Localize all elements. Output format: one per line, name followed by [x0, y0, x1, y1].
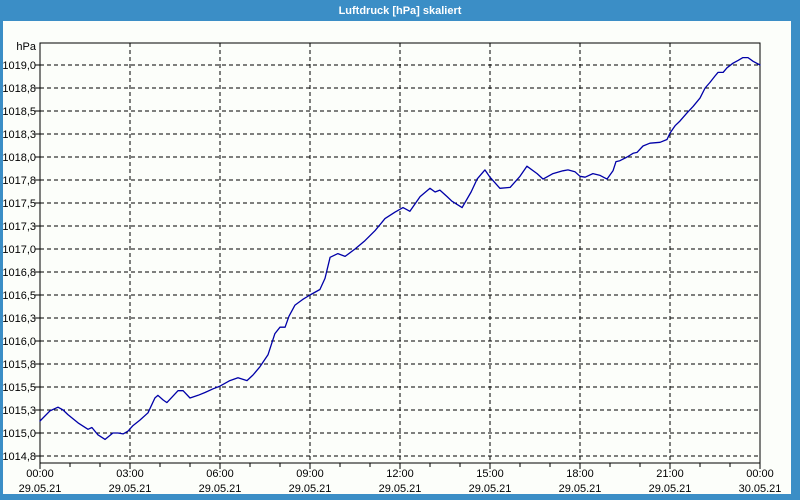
pressure-line — [39, 56, 761, 441]
chart-svg: 1019,0 1018,8 1018,5 1018,3 1018,0 1017,8 1017… — [3, 41, 782, 494]
window-title: Luftdruck [hPa] skaliert — [338, 5, 462, 17]
y-tick-label: 1017,8 — [3, 175, 36, 187]
y-tick-label: 1014,8 — [3, 451, 36, 463]
y-tick-label: 1018,5 — [3, 106, 36, 118]
title-bar: Luftdruck [hPa] skaliert — [0, 0, 800, 21]
y-tick-label: 1016,5 — [3, 290, 36, 302]
x-date-label: 30.05.21 — [739, 483, 782, 494]
y-tick-label: 1015,5 — [3, 382, 36, 394]
y-tick-label: 1015,8 — [3, 359, 36, 371]
y-tick-label: 1017,0 — [3, 244, 36, 256]
x-time-label: 09:00 — [296, 468, 324, 480]
x-time-label: 03:00 — [116, 468, 144, 480]
x-time-label: 06:00 — [206, 468, 234, 480]
y-tick-label: 1015,3 — [3, 405, 36, 417]
x-date-label: 29.05.21 — [199, 483, 242, 494]
y-tick-label: 1017,5 — [3, 198, 36, 210]
chart-canvas: 1019,0 1018,8 1018,5 1018,3 1018,0 1017,8 1017… — [3, 21, 791, 494]
x-time-label: 15:00 — [476, 468, 504, 480]
y-tick-label: 1015,0 — [3, 428, 36, 440]
x-date-label: 29.05.21 — [289, 483, 332, 494]
x-time-label: 21:00 — [656, 468, 684, 480]
x-date-label: 29.05.21 — [469, 483, 512, 494]
x-date-label: 29.05.21 — [109, 483, 152, 494]
x-date-label: 29.05.21 — [379, 483, 422, 494]
y-tick-label: 1018,8 — [3, 83, 36, 95]
y-tick-label: 1018,0 — [3, 152, 36, 164]
x-time-label: 18:00 — [566, 468, 594, 480]
y-tick-label: 1017,3 — [3, 221, 36, 233]
y-tick-label: 1018,3 — [3, 129, 36, 141]
x-time-label: 12:00 — [386, 468, 414, 480]
x-time-label: 00:00 — [746, 468, 774, 480]
x-date-label: 29.05.21 — [559, 483, 602, 494]
y-tick-label: 1019,0 — [3, 60, 36, 72]
y-tick-label: 1016,3 — [3, 313, 36, 325]
x-date-label: 29.05.21 — [19, 483, 62, 494]
y-axis-unit-label: hPa — [16, 41, 36, 53]
x-time-label: 00:00 — [26, 468, 54, 480]
y-tick-label: 1016,0 — [3, 336, 36, 348]
x-date-label: 29.05.21 — [649, 483, 692, 494]
y-tick-label: 1016,8 — [3, 267, 36, 279]
